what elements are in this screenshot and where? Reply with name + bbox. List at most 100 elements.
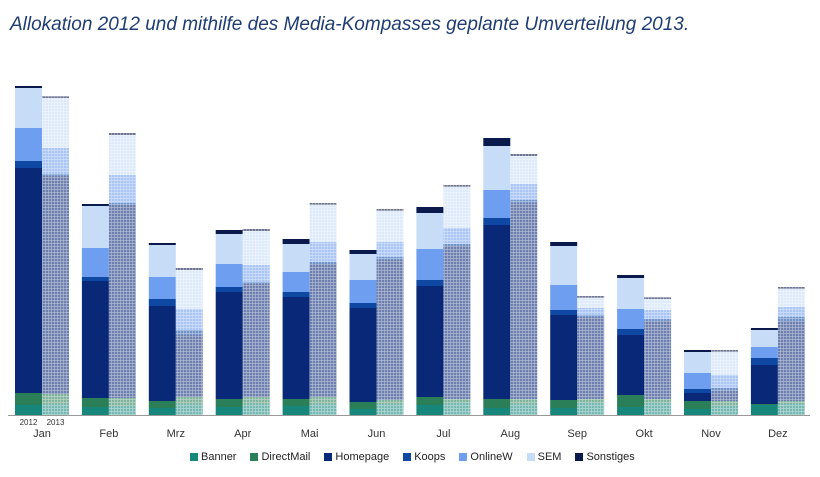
bar-segment-homepage-mrz-2012 bbox=[148, 306, 176, 401]
bar-segment-homepage-nov-2012 bbox=[684, 393, 711, 401]
bar-segment-onlinew-nov-2012 bbox=[684, 373, 711, 389]
bar-segment-koops-apr-2012 bbox=[215, 287, 243, 292]
legend-label: SEM bbox=[537, 451, 562, 463]
x-tick-label: Jan bbox=[33, 428, 51, 440]
bar-segment-sonstiges-aug-2012 bbox=[483, 138, 511, 146]
bar-segment-onlinew-aug-2012 bbox=[483, 190, 511, 218]
bar-segment-onlinew-mai-2012 bbox=[282, 272, 310, 292]
bar-segment-directmail-jul-2012 bbox=[416, 397, 444, 405]
bar-segment-directmail-jun-2013 bbox=[376, 400, 404, 404]
bar-segment-onlinew-jan-2013 bbox=[42, 148, 69, 174]
bar-segment-koops-nov-2012 bbox=[684, 389, 711, 393]
bar-segment-onlinew-mai-2013 bbox=[309, 242, 337, 262]
bar-segment-onlinew-okt-2013 bbox=[644, 310, 672, 319]
bar-segment-sem-jan-2012 bbox=[15, 88, 42, 128]
bar-segment-sem-mrz-2012 bbox=[148, 245, 176, 277]
bar-segment-onlinew-jul-2012 bbox=[416, 249, 444, 280]
bar-segment-sem-dez-2012 bbox=[750, 330, 778, 347]
bar-segment-banner-nov-2013 bbox=[711, 406, 738, 415]
bar-segment-directmail-feb-2013 bbox=[108, 398, 136, 406]
bar-segment-sonstiges-okt-2012 bbox=[617, 275, 645, 278]
bar-segment-homepage-jul-2012 bbox=[416, 286, 444, 397]
bar-segment-banner-okt-2012 bbox=[617, 407, 645, 415]
legend-label: Banner bbox=[201, 451, 237, 463]
bar-segment-directmail-apr-2013 bbox=[242, 397, 270, 404]
legend-swatch bbox=[190, 453, 198, 461]
bar-segment-sonstiges-dez-2013 bbox=[777, 287, 805, 289]
legend-swatch bbox=[575, 453, 584, 461]
bar-segment-banner-nov-2012 bbox=[684, 409, 711, 415]
bar-segment-koops-jun-2013 bbox=[376, 257, 404, 260]
bar-segment-directmail-apr-2012 bbox=[215, 399, 243, 407]
bar-segment-homepage-apr-2012 bbox=[215, 292, 243, 399]
legend-item-banner: Banner bbox=[190, 451, 236, 463]
bar-segment-sem-mai-2012 bbox=[282, 244, 310, 272]
bar-segment-banner-jul-2013 bbox=[443, 403, 471, 415]
bar-segment-sem-jan-2013 bbox=[42, 98, 69, 148]
bar-segment-sonstiges-feb-2012 bbox=[81, 204, 109, 206]
bar-segment-directmail-jan-2012 bbox=[15, 393, 42, 405]
bar-segment-homepage-okt-2012 bbox=[617, 335, 645, 395]
legend-swatch bbox=[403, 453, 412, 461]
legend-item-directmail: DirectMail bbox=[250, 451, 310, 463]
bar-segment-banner-feb-2012 bbox=[81, 407, 109, 415]
bar-segment-sem-sep-2013 bbox=[577, 298, 605, 308]
bar-segment-sonstiges-jan-2012 bbox=[15, 86, 42, 88]
bar-segment-directmail-mrz-2013 bbox=[175, 397, 203, 404]
bar-segment-onlinew-dez-2012 bbox=[750, 347, 778, 358]
bar-segment-sem-feb-2012 bbox=[81, 206, 109, 248]
bar-segment-onlinew-feb-2012 bbox=[81, 248, 109, 277]
bar-segment-directmail-jul-2013 bbox=[443, 399, 471, 403]
legend-swatch bbox=[324, 453, 333, 461]
bar-segment-directmail-sep-2013 bbox=[577, 399, 605, 403]
bar-segment-onlinew-aug-2013 bbox=[510, 184, 538, 200]
bar-segment-banner-dez-2013 bbox=[777, 404, 805, 415]
legend-swatch bbox=[526, 453, 535, 461]
bar-segment-homepage-sep-2012 bbox=[550, 315, 578, 400]
bar-segment-sonstiges-feb-2013 bbox=[108, 133, 136, 135]
x-tick-label: Aug bbox=[501, 428, 521, 440]
bar-segment-onlinew-apr-2013 bbox=[242, 265, 270, 282]
bar-segment-onlinew-okt-2012 bbox=[617, 309, 645, 329]
bar-segment-homepage-jan-2012 bbox=[15, 168, 42, 393]
bar-segment-directmail-okt-2012 bbox=[617, 395, 645, 407]
bar-segment-koops-okt-2012 bbox=[617, 329, 645, 335]
x-tick-label: Dez bbox=[768, 428, 788, 440]
bar-segment-banner-feb-2013 bbox=[108, 406, 136, 415]
bar-segment-homepage-jun-2013 bbox=[376, 260, 404, 400]
bar-segment-sem-mai-2013 bbox=[309, 205, 337, 242]
bar-segment-onlinew-mrz-2013 bbox=[175, 309, 203, 330]
bar-segment-homepage-feb-2012 bbox=[81, 281, 109, 398]
bar-segment-banner-apr-2012 bbox=[215, 407, 243, 415]
bar-segment-directmail-mai-2012 bbox=[282, 399, 310, 406]
bar-segment-directmail-okt-2013 bbox=[644, 399, 672, 403]
bar-segment-banner-sep-2012 bbox=[550, 408, 578, 415]
bar-segment-sonstiges-jul-2012 bbox=[416, 207, 444, 213]
bar-segment-sem-jun-2012 bbox=[349, 254, 377, 280]
bar-segment-koops-jan-2012 bbox=[15, 161, 42, 168]
bar-segment-banner-mrz-2012 bbox=[148, 408, 176, 415]
bar-segment-banner-mrz-2013 bbox=[175, 404, 203, 415]
x-tick-label: Apr bbox=[234, 428, 251, 440]
bar-segment-sem-jul-2013 bbox=[443, 187, 471, 228]
bar-segment-directmail-jun-2012 bbox=[349, 402, 377, 409]
bar-segment-homepage-apr-2013 bbox=[242, 284, 270, 397]
legend-label: Sonstiges bbox=[586, 451, 635, 463]
bar-segment-sem-aug-2012 bbox=[483, 146, 511, 190]
bar-segment-homepage-okt-2013 bbox=[644, 321, 672, 399]
bar-segment-banner-sep-2013 bbox=[577, 403, 605, 415]
bar-segment-homepage-mai-2013 bbox=[309, 264, 337, 397]
bar-segment-directmail-nov-2012 bbox=[684, 401, 711, 409]
bar-segment-koops-sep-2013 bbox=[577, 315, 605, 317]
stacked-bar-chart: Jan Feb Mrz Apr Mai Jun Jul Aug Sep Okt Nov Dez 2012… bbox=[8, 86, 810, 440]
bar-segment-sem-okt-2012 bbox=[617, 278, 645, 309]
bar-segment-sonstiges-apr-2013 bbox=[242, 229, 270, 231]
bar-segment-koops-aug-2013 bbox=[510, 200, 538, 203]
bar-segment-sonstiges-jul-2013 bbox=[443, 185, 471, 187]
bar-segment-onlinew-nov-2013 bbox=[711, 375, 738, 388]
legend-label: Koops bbox=[414, 451, 446, 463]
bar-segment-onlinew-sep-2013 bbox=[577, 308, 605, 315]
bar-segment-sonstiges-nov-2012 bbox=[684, 350, 711, 352]
bar-segment-sem-aug-2013 bbox=[510, 156, 538, 184]
bar-segment-sonstiges-mai-2013 bbox=[309, 203, 337, 205]
